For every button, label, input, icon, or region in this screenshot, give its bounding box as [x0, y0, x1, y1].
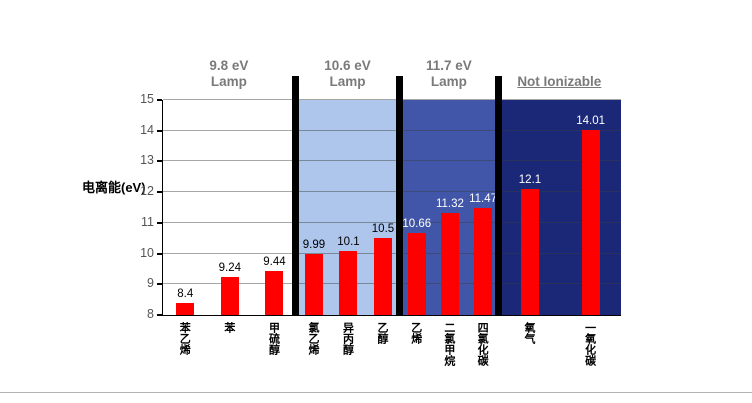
bar-value-label: 10.66 [402, 218, 432, 231]
group-divider [292, 76, 300, 315]
y-tick-label-10: 10 [140, 245, 154, 260]
group-zone-4 [499, 100, 621, 315]
bar-甲硫醇 [265, 270, 284, 315]
bar-value-label: 9.24 [218, 261, 242, 274]
bar-value-label: 9.99 [302, 238, 326, 251]
bar-value-label: 14.01 [576, 115, 606, 128]
y-tick-label-15: 15 [140, 92, 154, 106]
group-header-1: 9.8 eV Lamp [154, 54, 304, 90]
x-axis-label: 一氧化碳 [583, 322, 596, 366]
y-tick-mark [157, 99, 162, 101]
y-tick-label-8: 8 [147, 307, 154, 321]
gridline-10 [163, 252, 621, 254]
y-tick-mark [157, 129, 162, 132]
bar-二氯甲烷 [440, 213, 459, 315]
y-axis-title: 电离能(eV) [82, 180, 146, 195]
gridline-12 [163, 191, 621, 193]
x-axis-label: 氧气 [522, 322, 535, 344]
x-axis-label: 四氯化碳 [476, 322, 489, 366]
group-divider [495, 76, 503, 315]
group-divider [395, 76, 403, 315]
group-header-4: Not Ionizable [484, 54, 634, 90]
y-tick-label-11: 11 [141, 214, 154, 229]
bar-一氧化碳 [581, 130, 600, 315]
group-header-line2: Lamp [430, 74, 467, 89]
bar-value-label: 11.47 [469, 193, 498, 206]
gridline-14 [163, 129, 621, 131]
y-tick-mark [157, 221, 162, 224]
footer-divider-line [0, 392, 752, 393]
bar-苯 [220, 276, 239, 315]
y-tick-label-9: 9 [147, 276, 154, 291]
bar-异丙醇 [339, 250, 358, 315]
y-tick-mark [157, 160, 162, 163]
y-tick-mark [157, 191, 162, 194]
bar-value-label: 10.5 [371, 223, 395, 236]
x-axis-label: 氯乙烯 [306, 322, 319, 355]
x-axis-label: 乙烯 [409, 322, 422, 344]
bar-苯乙烯 [176, 302, 195, 315]
group-header-2: 10.6 eV Lamp [272, 54, 422, 90]
plot-area: 8.4 9.24 9.44 9.99 10.1 10.5 10.66 11.32 11.47 12… [162, 99, 621, 316]
gridline-11 [163, 221, 621, 223]
bar-value-label: 11.32 [435, 198, 464, 211]
bar-value-label: 8.4 [177, 287, 194, 300]
x-axis-label: 苯 [222, 322, 235, 333]
bar-氯乙烯 [304, 253, 323, 315]
bar-氧气 [520, 189, 539, 315]
group-header-3: 11.7 eV Lamp [374, 54, 524, 90]
group-header-line2: Lamp [210, 74, 247, 89]
bar-四氯化碳 [474, 208, 493, 315]
y-tick-label-13: 13 [140, 153, 154, 168]
bar-value-label: 12.1 [518, 174, 542, 187]
x-axis-label: 异丙醇 [341, 322, 354, 355]
x-axis-label: 乙醇 [375, 322, 388, 344]
bar-value-label: 10.1 [337, 235, 360, 248]
y-tick-mark [157, 314, 162, 316]
group-header-line1: Not Ionizable [517, 74, 602, 89]
y-tick-mark [157, 283, 162, 286]
gridline-9 [163, 283, 621, 285]
y-tick-mark [157, 252, 162, 255]
group-header-line1: 9.8 eV [209, 58, 249, 73]
gridline-13 [163, 160, 621, 162]
x-axis-label: 甲硫醇 [267, 322, 280, 355]
group-header-line1: 11.7 eV [426, 58, 472, 73]
bar-乙醇 [373, 238, 392, 315]
x-axis-label: 苯乙烯 [178, 322, 191, 355]
gridline-15 [163, 99, 621, 100]
y-tick-label-14: 14 [140, 122, 154, 137]
bar-value-label: 9.44 [263, 255, 286, 268]
group-header-line2: Lamp [329, 74, 366, 89]
bar-乙烯 [407, 233, 426, 315]
group-header-line1: 10.6 eV [324, 58, 371, 73]
y-tick-label-12: 12 [140, 184, 154, 199]
x-axis-label: 二氯甲烷 [442, 322, 455, 366]
